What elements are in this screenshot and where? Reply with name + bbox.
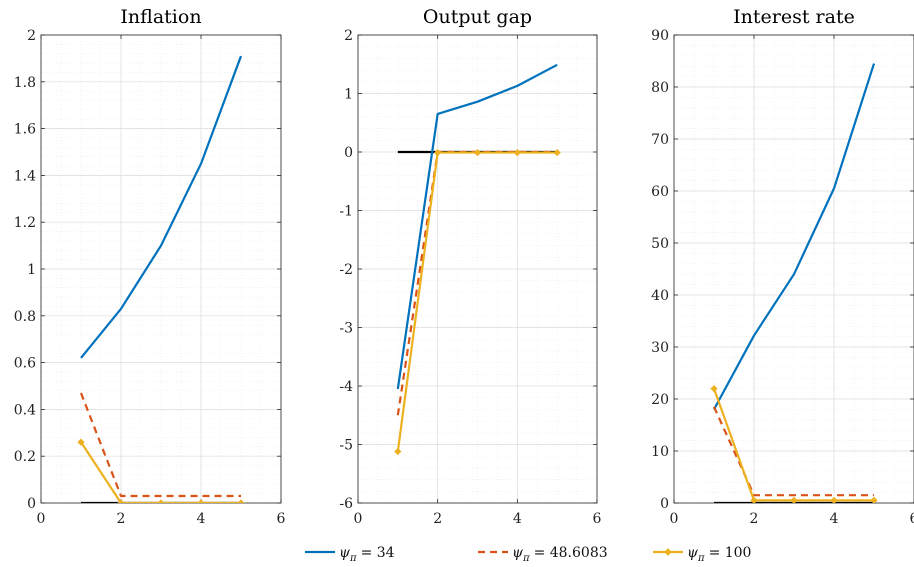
- legend-entry: ψπ = 48.6083: [478, 545, 608, 564]
- x-tick-label: 2: [117, 511, 126, 527]
- x-tick-label: 0: [670, 511, 679, 527]
- y-tick-label: -1: [339, 204, 353, 220]
- x-tick-label: 6: [593, 511, 602, 527]
- y-tick-label: 0: [660, 496, 669, 512]
- legend-subscript: π: [349, 553, 357, 564]
- x-tick-label: 6: [277, 511, 286, 527]
- y-tick-label: -2: [339, 262, 353, 278]
- data-point-s3: [750, 496, 758, 503]
- data-point-s3: [790, 496, 798, 503]
- x-tick-label: 0: [37, 511, 46, 527]
- y-tick-label: -4: [339, 379, 353, 395]
- legend-subscript: π: [522, 553, 530, 564]
- legend-entry: ψπ = 34: [305, 545, 395, 564]
- legend-value: = 34: [361, 545, 395, 561]
- y-tick-label: -3: [339, 321, 353, 337]
- subplot-1: 0 2 4 6 0 0.2 0.4 0.6 0.8 1 1.2 1.4 1.6 1.8 2 Inflation: [14, 6, 286, 527]
- y-tick-label: 0.6: [14, 356, 36, 372]
- x-tick-label: 2: [433, 511, 442, 527]
- legend-entry: ψπ = 100: [653, 545, 751, 564]
- y-tick-label: 20: [651, 392, 669, 408]
- series-line-s1: [80, 55, 243, 359]
- legend-label: ψπ = 100: [687, 545, 751, 564]
- y-tick-label: 40: [651, 288, 669, 304]
- x-tick-label: 0: [354, 511, 363, 527]
- data-layer: [710, 63, 878, 503]
- data-point-s3: [870, 496, 878, 503]
- y-tick-label: 0: [27, 496, 36, 512]
- y-tick-label: 1.8: [14, 75, 36, 91]
- y-tick-label: 0.4: [14, 402, 36, 418]
- x-tick-label: 4: [513, 511, 522, 527]
- y-tick-label: 1.4: [14, 168, 36, 184]
- y-tick-label: 60: [651, 184, 669, 200]
- x-tick-label: 2: [750, 511, 759, 527]
- legend-value: = 100: [709, 545, 752, 561]
- y-tick-label: 2: [27, 28, 36, 44]
- y-tick-label: 10: [651, 444, 669, 460]
- y-tick-label: 0.8: [14, 309, 36, 325]
- y-tick-label: 30: [651, 340, 669, 356]
- y-tick-label: 0.2: [14, 449, 36, 465]
- chart-title: Inflation: [120, 6, 201, 28]
- x-tick-label: 6: [910, 511, 914, 527]
- series-line-s3: [80, 441, 241, 503]
- y-tick-label: 1.2: [14, 215, 36, 231]
- data-point-s3: [197, 499, 205, 503]
- subplot-2: 0 2 4 6 -6 -5 -4 -3 -2 -1 0 1 2 Output gap: [339, 6, 601, 527]
- y-tick-label: 1: [344, 87, 353, 103]
- series-line-s2: [79, 392, 241, 498]
- legend-symbol: ψ: [512, 545, 524, 561]
- y-tick-label: 2: [344, 28, 353, 44]
- data-point-s3: [830, 496, 838, 503]
- chart-title: Interest rate: [733, 6, 855, 28]
- subplot-3: 02460102030405060708090Interest rate: [651, 6, 914, 527]
- data-point-s3: [77, 438, 85, 446]
- data-point-s3: [237, 499, 245, 503]
- y-tick-label: 50: [651, 236, 669, 252]
- data-point-s3: [710, 384, 718, 393]
- y-tick-label: -5: [339, 438, 353, 454]
- y-tick-label: 1: [27, 262, 36, 278]
- legend-value: = 48.6083: [534, 545, 608, 561]
- legend: ψπ = 34 ψπ = 48.6083 ψπ = 100: [305, 545, 751, 564]
- series-line-s1: [396, 63, 558, 390]
- legend-marker: [664, 548, 672, 556]
- legend-label: ψπ = 34: [339, 545, 395, 564]
- data-point-s3: [473, 148, 482, 157]
- legend-subscript: π: [697, 553, 705, 564]
- data-layer: [77, 55, 245, 503]
- data-point-s3: [394, 447, 402, 456]
- data-point-s3: [117, 499, 125, 503]
- data-point-s3: [434, 148, 442, 157]
- series-line-s1: [713, 63, 876, 410]
- y-tick-label: 1.6: [14, 122, 36, 138]
- data-point-s3: [513, 148, 521, 157]
- data-point-s3: [157, 499, 165, 503]
- x-tick-label: 4: [830, 511, 839, 527]
- legend-symbol: ψ: [687, 545, 699, 561]
- y-tick-label: 90: [651, 28, 669, 44]
- legend-symbol: ψ: [339, 545, 351, 561]
- legend-label: ψπ = 48.6083: [512, 545, 608, 564]
- y-tick-label: 80: [651, 80, 669, 96]
- y-tick-label: 70: [651, 132, 669, 148]
- y-tick-label: 0: [344, 145, 353, 161]
- data-layer: [394, 63, 561, 456]
- chart-title: Output gap: [423, 6, 532, 28]
- x-tick-label: 4: [197, 511, 206, 527]
- data-point-s3: [553, 148, 561, 157]
- y-tick-label: -6: [339, 496, 353, 512]
